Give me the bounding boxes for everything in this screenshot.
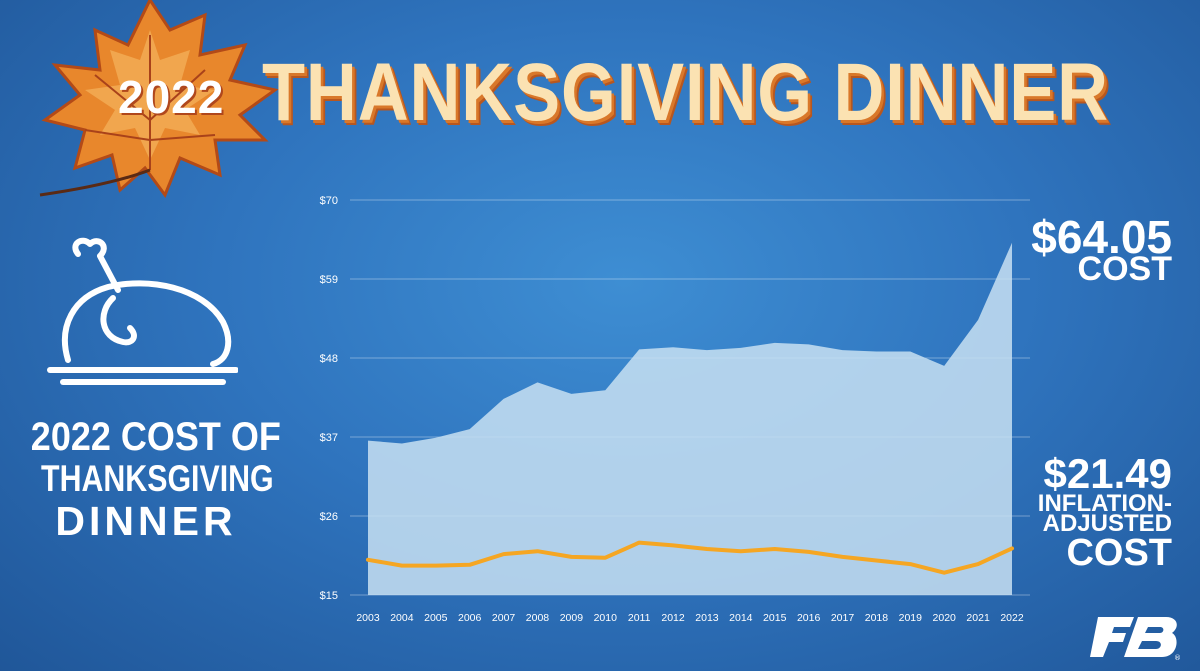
cost-chart: $70 $59 $48 $37 $26 $15 2003 2004 2005 2006 2007 20…	[320, 195, 1030, 624]
maple-leaf-icon	[39, 0, 279, 199]
x-tick-label: 2016	[797, 612, 821, 624]
y-tick-label: $15	[320, 590, 338, 602]
y-tick-label: $59	[320, 274, 338, 286]
adjusted-label-line-3: COST	[1066, 532, 1172, 574]
x-tick-label: 2020	[933, 612, 957, 624]
side-title-line-2: THANKSGIVING	[41, 458, 274, 499]
x-tick-label: 2005	[424, 612, 448, 624]
inflation-adjusted-line	[366, 540, 1014, 575]
x-tick-label: 2015	[763, 612, 787, 624]
y-tick-label: $48	[320, 353, 338, 365]
x-tick-label: 2017	[831, 612, 855, 624]
x-tick-label: 2013	[695, 612, 719, 624]
x-tick-label: 2007	[492, 612, 516, 624]
page-title: THANKSGIVING DINNER	[262, 47, 1109, 138]
adjusted-label-line-1: INFLATION-	[1037, 490, 1172, 517]
y-tick-label: $70	[320, 195, 338, 207]
x-tick-label: 2018	[865, 612, 889, 624]
adjusted-value-callout: $21.49	[1043, 450, 1172, 497]
x-tick-label: 2004	[390, 612, 414, 624]
x-tick-label: 2008	[526, 612, 550, 624]
cost-label-callout: COST	[1077, 250, 1172, 288]
farm-bureau-logo: ®	[1090, 617, 1180, 661]
side-title-line-3: DINNER	[55, 498, 237, 544]
x-tick-label: 2006	[458, 612, 482, 624]
x-tick-label: 2014	[729, 612, 753, 624]
x-tick-label: 2010	[594, 612, 618, 624]
x-tick-label: 2021	[966, 612, 990, 624]
cost-value-callout: $64.05	[1031, 211, 1172, 263]
x-tick-label: 2011	[628, 612, 651, 624]
x-tick-label: 2019	[899, 612, 923, 624]
title-year: 2022	[118, 71, 225, 123]
x-tick-label: 2012	[661, 612, 685, 624]
svg-text:®: ®	[1174, 654, 1180, 661]
roast-turkey-icon	[47, 237, 238, 385]
y-tick-label: $26	[320, 511, 338, 523]
x-tick-label: 2009	[560, 612, 584, 624]
total-cost-area	[368, 242, 1012, 595]
y-tick-label: $37	[320, 432, 338, 444]
side-title-line-1: 2022 COST OF	[30, 415, 281, 459]
adjusted-label-line-2: ADJUSTED	[1042, 510, 1172, 537]
x-tick-label: 2003	[356, 612, 380, 624]
x-tick-label: 2022	[1000, 612, 1024, 624]
